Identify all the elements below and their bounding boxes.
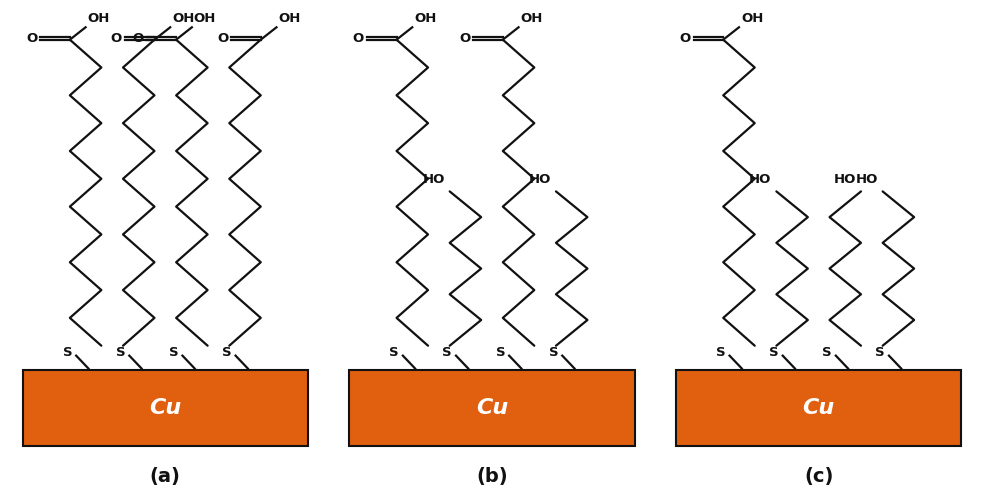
Text: Cu: Cu bbox=[150, 398, 181, 418]
FancyBboxPatch shape bbox=[676, 370, 961, 446]
Text: OH: OH bbox=[88, 12, 110, 25]
Text: (c): (c) bbox=[804, 467, 833, 486]
Text: O: O bbox=[217, 32, 228, 45]
Text: (b): (b) bbox=[476, 467, 508, 486]
Text: S: S bbox=[116, 346, 125, 359]
Text: HO: HO bbox=[833, 174, 856, 186]
Text: HO: HO bbox=[749, 174, 771, 186]
Text: OH: OH bbox=[194, 12, 216, 25]
Text: S: S bbox=[876, 346, 885, 359]
Text: Cu: Cu bbox=[803, 398, 834, 418]
Text: HO: HO bbox=[422, 174, 445, 186]
Text: O: O bbox=[680, 32, 691, 45]
Text: OH: OH bbox=[414, 12, 437, 25]
Text: S: S bbox=[496, 346, 505, 359]
Text: HO: HO bbox=[528, 174, 551, 186]
Text: S: S bbox=[769, 346, 778, 359]
Text: S: S bbox=[549, 346, 558, 359]
Text: OH: OH bbox=[741, 12, 764, 25]
Text: O: O bbox=[133, 32, 144, 45]
Text: S: S bbox=[63, 346, 72, 359]
Text: S: S bbox=[390, 346, 399, 359]
Text: HO: HO bbox=[855, 174, 878, 186]
Text: O: O bbox=[111, 32, 122, 45]
Text: OH: OH bbox=[521, 12, 543, 25]
Text: S: S bbox=[443, 346, 452, 359]
Text: OH: OH bbox=[278, 12, 301, 25]
Text: (a): (a) bbox=[150, 467, 181, 486]
Text: S: S bbox=[823, 346, 831, 359]
Text: O: O bbox=[353, 32, 364, 45]
FancyBboxPatch shape bbox=[349, 370, 635, 446]
Text: O: O bbox=[460, 32, 470, 45]
FancyBboxPatch shape bbox=[23, 370, 308, 446]
Text: O: O bbox=[27, 32, 37, 45]
Text: OH: OH bbox=[172, 12, 195, 25]
Text: S: S bbox=[222, 346, 231, 359]
Text: S: S bbox=[716, 346, 725, 359]
Text: Cu: Cu bbox=[476, 398, 508, 418]
Text: S: S bbox=[169, 346, 178, 359]
